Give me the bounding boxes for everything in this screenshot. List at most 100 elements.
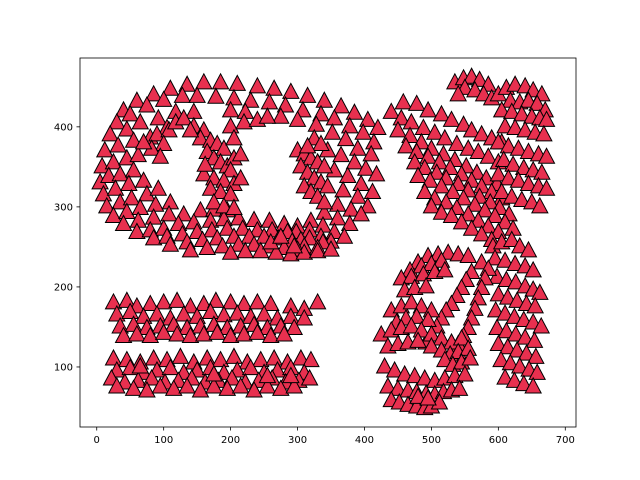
data-point	[402, 292, 421, 310]
data-point	[456, 364, 474, 382]
data-point	[196, 155, 215, 172]
data-point	[497, 321, 516, 339]
data-point	[422, 336, 441, 354]
data-point	[282, 82, 300, 99]
data-point	[462, 120, 481, 138]
data-point	[322, 240, 340, 257]
data-point	[235, 112, 253, 130]
data-point	[419, 100, 437, 118]
data-point	[271, 227, 290, 244]
data-point	[154, 323, 173, 340]
data-point	[409, 331, 427, 348]
data-point	[489, 164, 508, 182]
data-point	[454, 188, 473, 206]
data-point	[345, 152, 364, 170]
data-point	[251, 241, 270, 259]
data-point	[120, 174, 138, 191]
data-point	[342, 200, 360, 217]
data-point	[258, 376, 277, 394]
data-point	[255, 304, 273, 322]
data-point	[218, 379, 237, 396]
data-point	[486, 300, 505, 318]
data-point	[258, 366, 277, 384]
data-point	[215, 305, 233, 323]
data-point	[472, 124, 491, 142]
data-point	[496, 116, 514, 134]
data-point	[251, 350, 270, 368]
data-point	[292, 348, 310, 366]
data-point	[385, 360, 404, 378]
data-point	[506, 254, 524, 272]
data-point	[161, 235, 180, 252]
data-point	[486, 248, 504, 266]
data-point	[389, 379, 407, 396]
data-point	[535, 124, 553, 142]
data-point	[348, 139, 367, 156]
data-point	[405, 152, 424, 170]
data-point	[340, 214, 359, 231]
data-point	[417, 276, 435, 294]
data-point	[168, 291, 186, 308]
data-point	[118, 119, 136, 137]
data-point	[315, 192, 334, 210]
data-point	[519, 142, 538, 159]
data-point	[506, 118, 524, 135]
data-point	[336, 129, 355, 147]
data-point	[325, 108, 344, 126]
data-point	[215, 139, 233, 156]
data-point	[149, 108, 168, 126]
data-point	[415, 182, 434, 199]
data-point	[205, 364, 223, 382]
data-point	[476, 200, 494, 218]
data-point	[225, 347, 243, 364]
x-tick-label: 0	[94, 435, 100, 446]
data-point	[161, 358, 180, 376]
data-point	[178, 75, 196, 92]
x-tick-label: 600	[489, 435, 508, 446]
data-point	[101, 124, 119, 142]
data-point	[489, 284, 508, 302]
data-point	[201, 179, 220, 196]
data-point	[505, 307, 524, 324]
data-point	[95, 140, 114, 158]
data-point	[181, 296, 200, 314]
data-point	[514, 310, 533, 328]
data-point	[462, 219, 481, 236]
data-point	[425, 123, 444, 140]
data-point	[397, 136, 415, 154]
data-point	[235, 324, 253, 342]
data-point	[461, 348, 480, 366]
data-point	[531, 196, 549, 214]
data-point	[261, 326, 280, 344]
data-point	[228, 304, 247, 321]
y-tick-label: 400	[54, 122, 73, 133]
data-point	[512, 190, 531, 207]
data-point	[260, 92, 279, 110]
data-point	[375, 356, 394, 374]
data-point	[188, 86, 206, 103]
data-point	[106, 179, 125, 196]
data-point	[225, 128, 243, 146]
data-point	[124, 131, 143, 148]
data-point	[174, 304, 193, 322]
data-point	[131, 356, 150, 374]
data-point	[435, 128, 454, 146]
x-tick-label: 400	[355, 435, 374, 446]
data-point	[207, 87, 225, 104]
data-point	[128, 91, 146, 108]
data-point	[248, 323, 267, 340]
data-point	[352, 204, 370, 222]
data-point	[181, 240, 200, 258]
data-point	[138, 380, 156, 398]
data-point	[118, 202, 136, 219]
data-point	[358, 110, 377, 127]
data-point	[194, 324, 213, 342]
data-point	[496, 212, 514, 230]
data-point	[525, 331, 544, 348]
data-point	[271, 107, 290, 124]
data-point	[496, 304, 514, 321]
data-point	[307, 115, 326, 132]
data-point	[494, 150, 513, 167]
data-point	[537, 147, 556, 164]
data-point	[499, 168, 518, 186]
